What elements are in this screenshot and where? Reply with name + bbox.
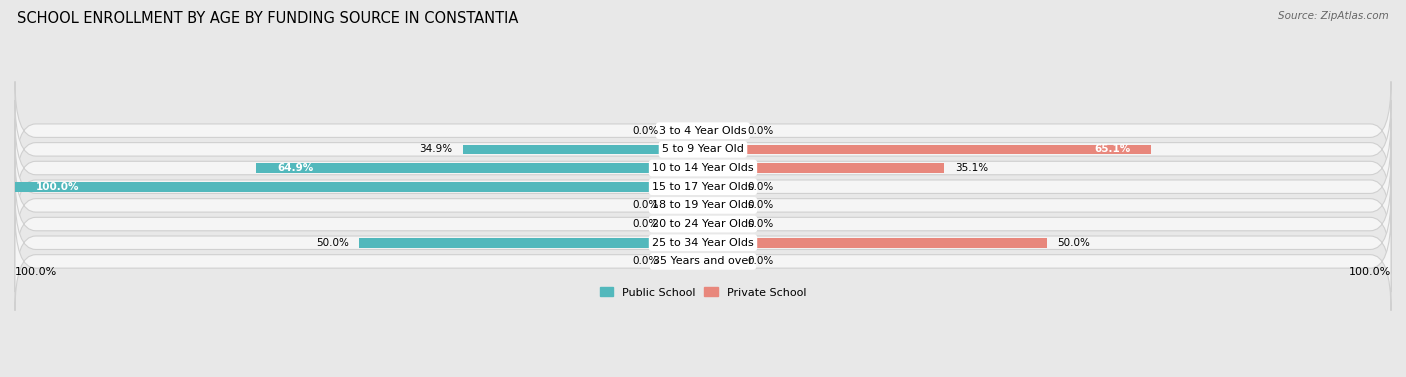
Text: 20 to 24 Year Olds: 20 to 24 Year Olds: [652, 219, 754, 229]
Text: 0.0%: 0.0%: [748, 219, 773, 229]
Bar: [15, 182, 703, 192]
Bar: [669, 126, 703, 135]
Text: 0.0%: 0.0%: [748, 201, 773, 210]
Legend: Public School, Private School: Public School, Private School: [595, 283, 811, 302]
Text: 25 to 34 Year Olds: 25 to 34 Year Olds: [652, 238, 754, 248]
Text: 64.9%: 64.9%: [277, 163, 314, 173]
Text: 0.0%: 0.0%: [633, 256, 658, 267]
Bar: [256, 163, 703, 173]
FancyBboxPatch shape: [15, 156, 1391, 255]
Text: 50.0%: 50.0%: [316, 238, 349, 248]
FancyBboxPatch shape: [15, 100, 1391, 199]
Bar: [703, 182, 737, 192]
Text: 0.0%: 0.0%: [748, 182, 773, 192]
Text: 0.0%: 0.0%: [748, 126, 773, 136]
Bar: [703, 238, 1047, 248]
FancyBboxPatch shape: [15, 193, 1391, 292]
FancyBboxPatch shape: [15, 137, 1391, 236]
Bar: [703, 219, 737, 229]
Text: 0.0%: 0.0%: [748, 256, 773, 267]
Text: 35.1%: 35.1%: [955, 163, 988, 173]
FancyBboxPatch shape: [15, 175, 1391, 273]
Text: 15 to 17 Year Olds: 15 to 17 Year Olds: [652, 182, 754, 192]
Text: 65.1%: 65.1%: [1094, 144, 1130, 154]
Bar: [359, 238, 703, 248]
FancyBboxPatch shape: [15, 119, 1391, 217]
FancyBboxPatch shape: [15, 81, 1391, 180]
Bar: [669, 201, 703, 210]
Text: 0.0%: 0.0%: [633, 219, 658, 229]
Bar: [669, 219, 703, 229]
FancyBboxPatch shape: [15, 212, 1391, 311]
Bar: [703, 163, 945, 173]
Text: 18 to 19 Year Olds: 18 to 19 Year Olds: [652, 201, 754, 210]
Bar: [703, 201, 737, 210]
Bar: [703, 126, 737, 135]
Text: 10 to 14 Year Olds: 10 to 14 Year Olds: [652, 163, 754, 173]
Text: 0.0%: 0.0%: [633, 201, 658, 210]
Bar: [703, 257, 737, 266]
Text: 35 Years and over: 35 Years and over: [652, 256, 754, 267]
Text: SCHOOL ENROLLMENT BY AGE BY FUNDING SOURCE IN CONSTANTIA: SCHOOL ENROLLMENT BY AGE BY FUNDING SOUR…: [17, 11, 519, 26]
Bar: [703, 144, 1152, 154]
Bar: [463, 144, 703, 154]
Bar: [669, 257, 703, 266]
Text: 100.0%: 100.0%: [15, 267, 58, 277]
Text: Source: ZipAtlas.com: Source: ZipAtlas.com: [1278, 11, 1389, 21]
Text: 34.9%: 34.9%: [419, 144, 453, 154]
Text: 3 to 4 Year Olds: 3 to 4 Year Olds: [659, 126, 747, 136]
Text: 100.0%: 100.0%: [35, 182, 79, 192]
Text: 5 to 9 Year Old: 5 to 9 Year Old: [662, 144, 744, 154]
Text: 100.0%: 100.0%: [1348, 267, 1391, 277]
Text: 0.0%: 0.0%: [633, 126, 658, 136]
Text: 50.0%: 50.0%: [1057, 238, 1090, 248]
